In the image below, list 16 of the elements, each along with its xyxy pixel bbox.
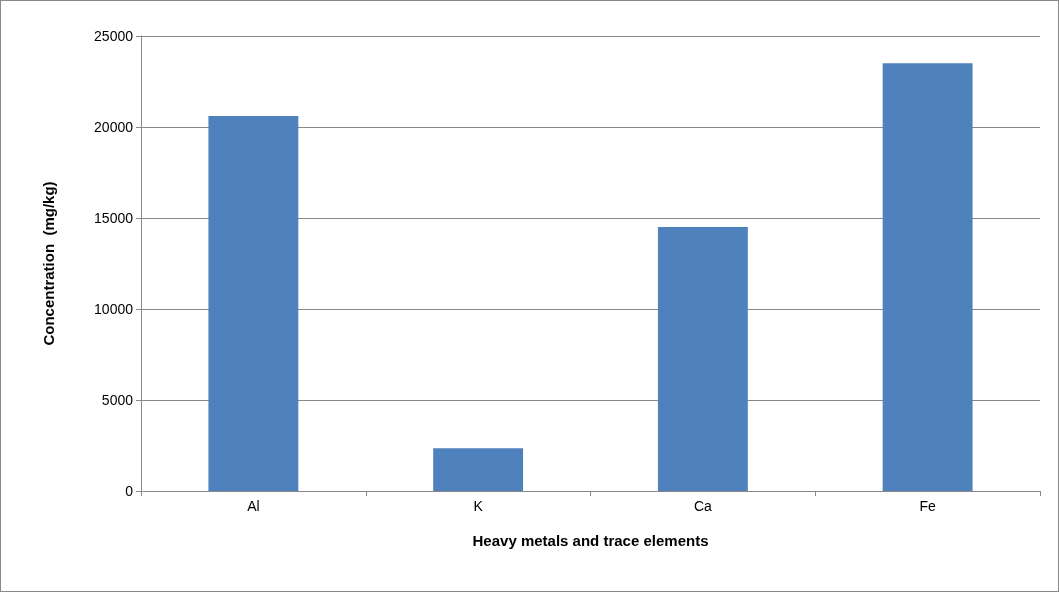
y-tick-label: 5000 bbox=[101, 392, 134, 408]
y-tick-label: 0 bbox=[125, 483, 134, 499]
y-axis-title: Concentration (mg/kg) bbox=[40, 181, 57, 346]
bar bbox=[882, 63, 973, 491]
y-tick-label: 20000 bbox=[94, 119, 134, 135]
bar bbox=[657, 227, 748, 491]
x-tick-label: Fe bbox=[919, 498, 936, 514]
x-tick-label: Ca bbox=[693, 498, 713, 514]
x-tick-label: K bbox=[473, 498, 484, 514]
y-tick-label: 25000 bbox=[94, 28, 134, 44]
bar bbox=[208, 116, 299, 491]
y-tick-label: 10000 bbox=[94, 301, 134, 317]
x-axis-title: Heavy metals and trace elements bbox=[472, 532, 709, 549]
x-tick-label: Al bbox=[247, 498, 260, 514]
bar bbox=[433, 448, 524, 491]
y-tick-label: 15000 bbox=[94, 210, 134, 226]
